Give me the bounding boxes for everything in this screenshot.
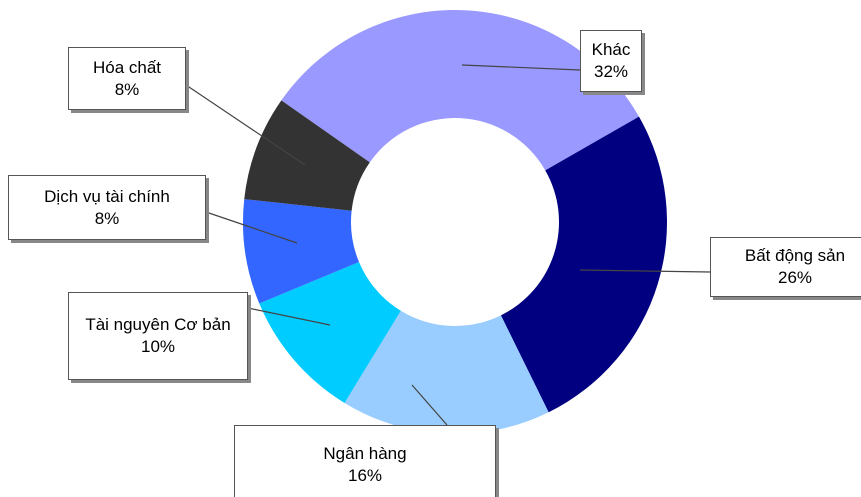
- value-label: 32%: [593, 62, 629, 81]
- category-name: Dịch vụ tài chính: [44, 186, 170, 206]
- donut-slice: [243, 199, 359, 304]
- value-label: 8%: [114, 79, 140, 99]
- slice-label: Tài nguyên Cơ bản 10%: [68, 292, 248, 380]
- leader-line: [247, 307, 331, 326]
- leader-line: [411, 384, 448, 426]
- category-name: Bất động sản: [744, 246, 846, 265]
- donut-slice: [281, 9, 639, 171]
- leader-line: [205, 211, 298, 244]
- donut-slice: [500, 116, 667, 413]
- slice-label: Ngân hàng 16%: [234, 425, 496, 497]
- leader-line: [461, 64, 581, 71]
- category-name: Hóa chất: [92, 57, 162, 77]
- donut-slice: [344, 310, 549, 434]
- slice-label: Hóa chất 8%: [68, 47, 186, 110]
- slice-label: Bất động sản 26%: [710, 237, 861, 297]
- leader-line: [579, 269, 711, 273]
- category-name: Ngân hàng: [323, 444, 407, 463]
- category-name: Khác: [591, 40, 631, 59]
- donut-slice: [244, 100, 370, 211]
- value-label: 16%: [347, 466, 383, 485]
- value-label: 26%: [777, 268, 813, 287]
- leader-line: [185, 84, 306, 166]
- category-name: Tài nguyên Cơ bản: [85, 315, 231, 334]
- value-label: 10%: [140, 337, 176, 356]
- value-label: 8%: [94, 208, 120, 228]
- slice-label: Dịch vụ tài chính 8%: [8, 175, 206, 240]
- slice-label: Khác 32%: [580, 30, 642, 92]
- donut-slice: [259, 261, 401, 403]
